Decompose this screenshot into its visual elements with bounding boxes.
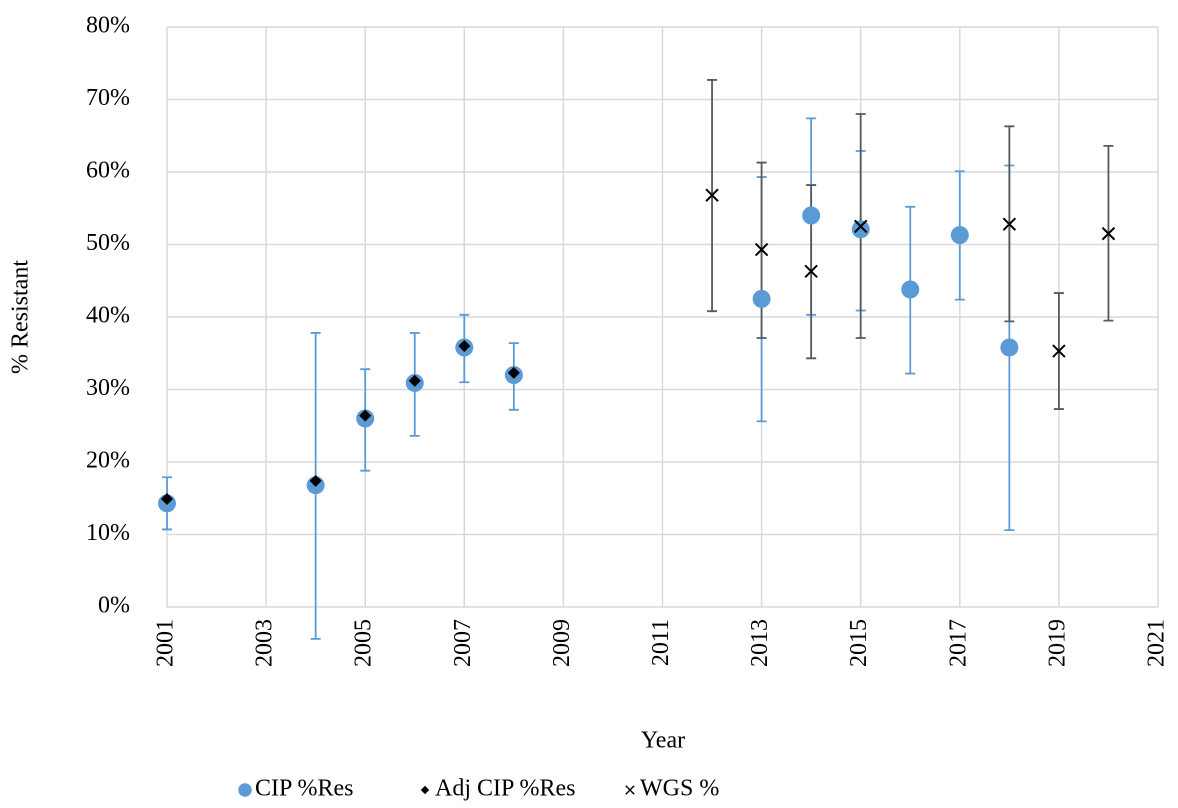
- point: [1000, 338, 1019, 357]
- y-tick-label: 60%: [86, 158, 130, 184]
- legend-item: CIP %Res: [238, 776, 353, 802]
- x-axis-title: Year: [641, 728, 685, 754]
- point: [705, 188, 719, 202]
- point: [901, 280, 920, 299]
- point: [161, 492, 173, 505]
- x-tick-label: 2013: [747, 619, 773, 667]
- point: [853, 219, 868, 234]
- legend-marker: [420, 785, 430, 795]
- legend-marker: [625, 785, 635, 795]
- y-tick-label: 40%: [86, 303, 130, 329]
- y-tick-label: 0%: [98, 593, 130, 619]
- point: [804, 264, 818, 279]
- x-tick-label: 2007: [450, 619, 476, 667]
- x-tick-label: 2015: [846, 619, 872, 667]
- point: [1101, 226, 1116, 241]
- point: [507, 366, 520, 379]
- x-tick-label: 2005: [351, 619, 377, 667]
- point: [1002, 217, 1017, 231]
- x-tick-label: 2003: [252, 619, 278, 667]
- point: [752, 289, 771, 308]
- point: [458, 340, 471, 352]
- x-tick-label: 2019: [1044, 619, 1070, 667]
- x-tick-label: 2017: [945, 619, 971, 667]
- legend-label: Adj CIP %Res: [435, 776, 575, 802]
- legend-marker: [238, 783, 252, 797]
- y-tick-label: 50%: [86, 230, 130, 256]
- point: [309, 474, 322, 487]
- x-tick-label: 2001: [153, 619, 179, 667]
- y-tick-label: 80%: [86, 13, 130, 39]
- point: [851, 220, 870, 239]
- x-tick-label: 2011: [648, 619, 674, 666]
- point: [359, 409, 372, 422]
- point: [1052, 344, 1066, 358]
- y-tick-label: 20%: [86, 448, 130, 474]
- y-tick-label: 30%: [86, 375, 130, 401]
- y-tick-label: 10%: [86, 520, 130, 546]
- y-axis-title: % Resistant: [8, 260, 34, 374]
- legend-label: WGS %: [640, 776, 719, 802]
- point: [754, 242, 769, 257]
- point: [802, 206, 821, 225]
- legend-label: CIP %Res: [255, 776, 353, 802]
- y-tick-label: 70%: [86, 85, 130, 111]
- point: [950, 226, 969, 245]
- x-tick-label: 2009: [549, 619, 575, 667]
- point: [408, 374, 421, 387]
- legend-item: WGS %: [625, 776, 719, 802]
- x-tick-label: 2021: [1144, 619, 1170, 667]
- legend-item: Adj CIP %Res: [420, 776, 575, 802]
